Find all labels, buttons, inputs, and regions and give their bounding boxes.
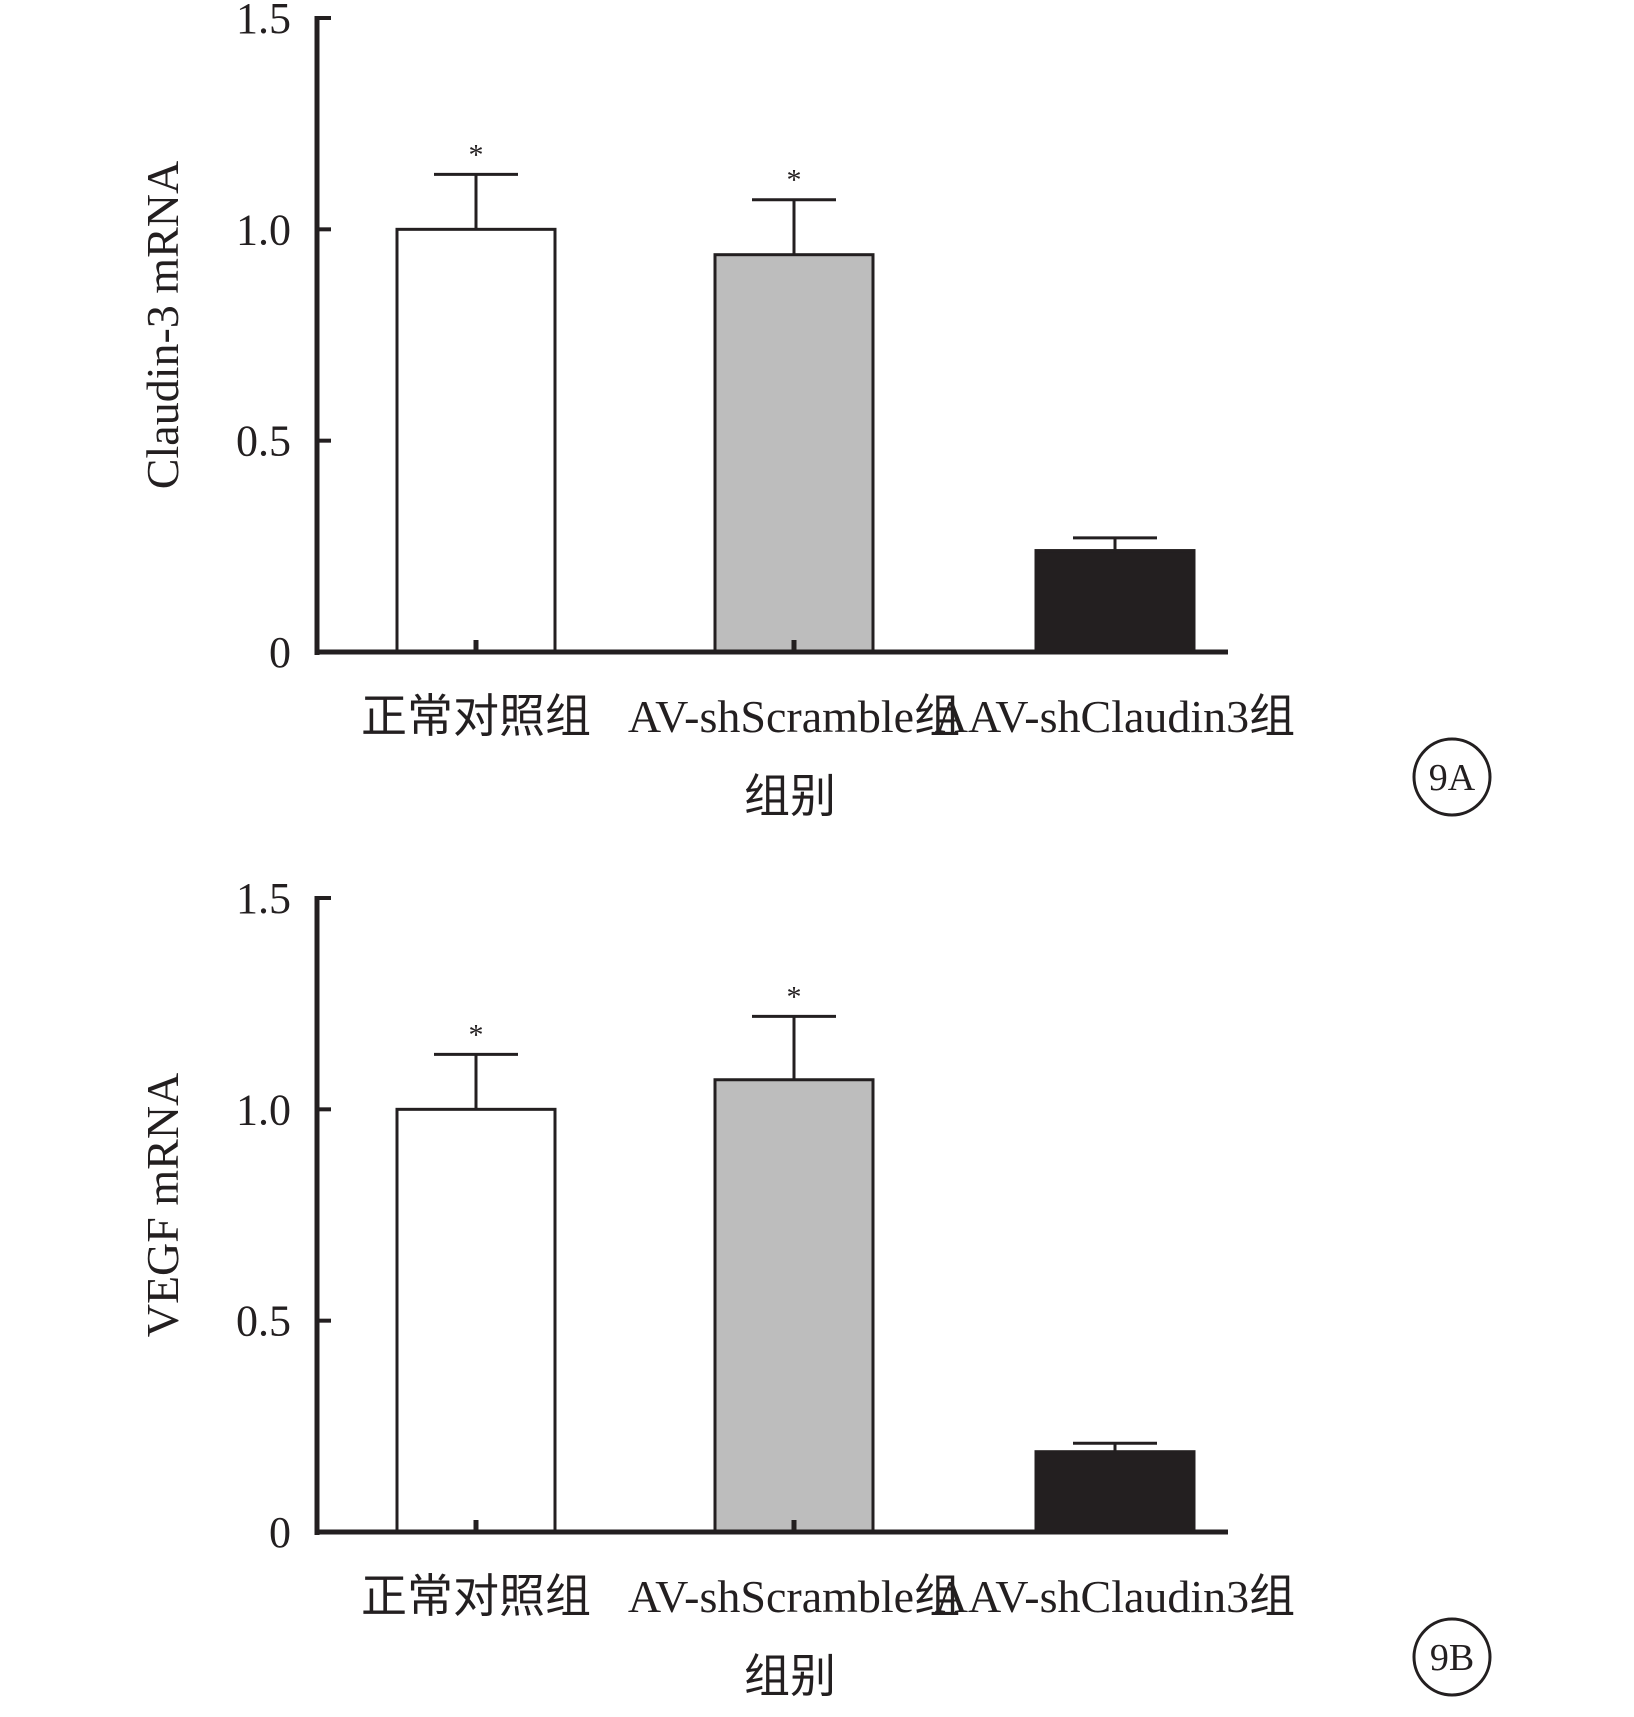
bar-1: [395, 227, 557, 654]
bar-1: [395, 1107, 557, 1534]
panel-label: 9A: [1429, 757, 1476, 799]
significance-mark-2: *: [787, 980, 802, 1013]
y-tick-label: 1.5: [236, 874, 291, 923]
y-tick-label: 1.5: [236, 0, 291, 43]
category-label-3: AAV-shClaudin3组: [935, 691, 1295, 742]
bar-2: [713, 253, 875, 654]
bar-2: [713, 1078, 875, 1534]
y-tick-label: 0.5: [236, 417, 291, 466]
category-label-1: 正常对照组: [361, 691, 591, 742]
y-axis-title: VEGF mRNA: [137, 1073, 188, 1338]
significance-mark-1: *: [469, 1018, 484, 1051]
x-axis-title: 组别: [744, 771, 836, 822]
category-label-3: AAV-shClaudin3组: [935, 1571, 1295, 1622]
panel-badge: [1412, 1617, 1492, 1697]
category-label-2: AV-shScramble组: [628, 1571, 960, 1622]
bar-3: [1034, 549, 1196, 654]
significance-mark-2: *: [787, 164, 802, 197]
panel-9a: * * 0 0.5 1.0 1.5 正常对照组 AV-shScramble组AAV-shCla…: [137, 0, 1492, 822]
y-tick-label: 0.5: [236, 1297, 291, 1346]
significance-mark-1: *: [469, 138, 484, 171]
y-tick-label: 1.0: [236, 1085, 291, 1134]
bar-3: [1034, 1450, 1196, 1534]
panel-badge: [1412, 737, 1492, 817]
y-tick-label: 0: [269, 1508, 291, 1557]
category-label-1: 正常对照组: [361, 1571, 591, 1622]
panel-label: 9B: [1430, 1637, 1474, 1679]
x-axis-title: 组别: [744, 1651, 836, 1702]
category-label-2: AV-shScramble组: [628, 691, 960, 742]
panel-9b: * * 0 0.5 1.0 1.5 正常对照组 AV-shScramble组AAV-shCla…: [137, 874, 1492, 1702]
y-axis-title: Claudin-3 mRNA: [137, 161, 188, 489]
y-tick-label: 0: [269, 628, 291, 677]
y-tick-label: 1.0: [236, 205, 291, 254]
